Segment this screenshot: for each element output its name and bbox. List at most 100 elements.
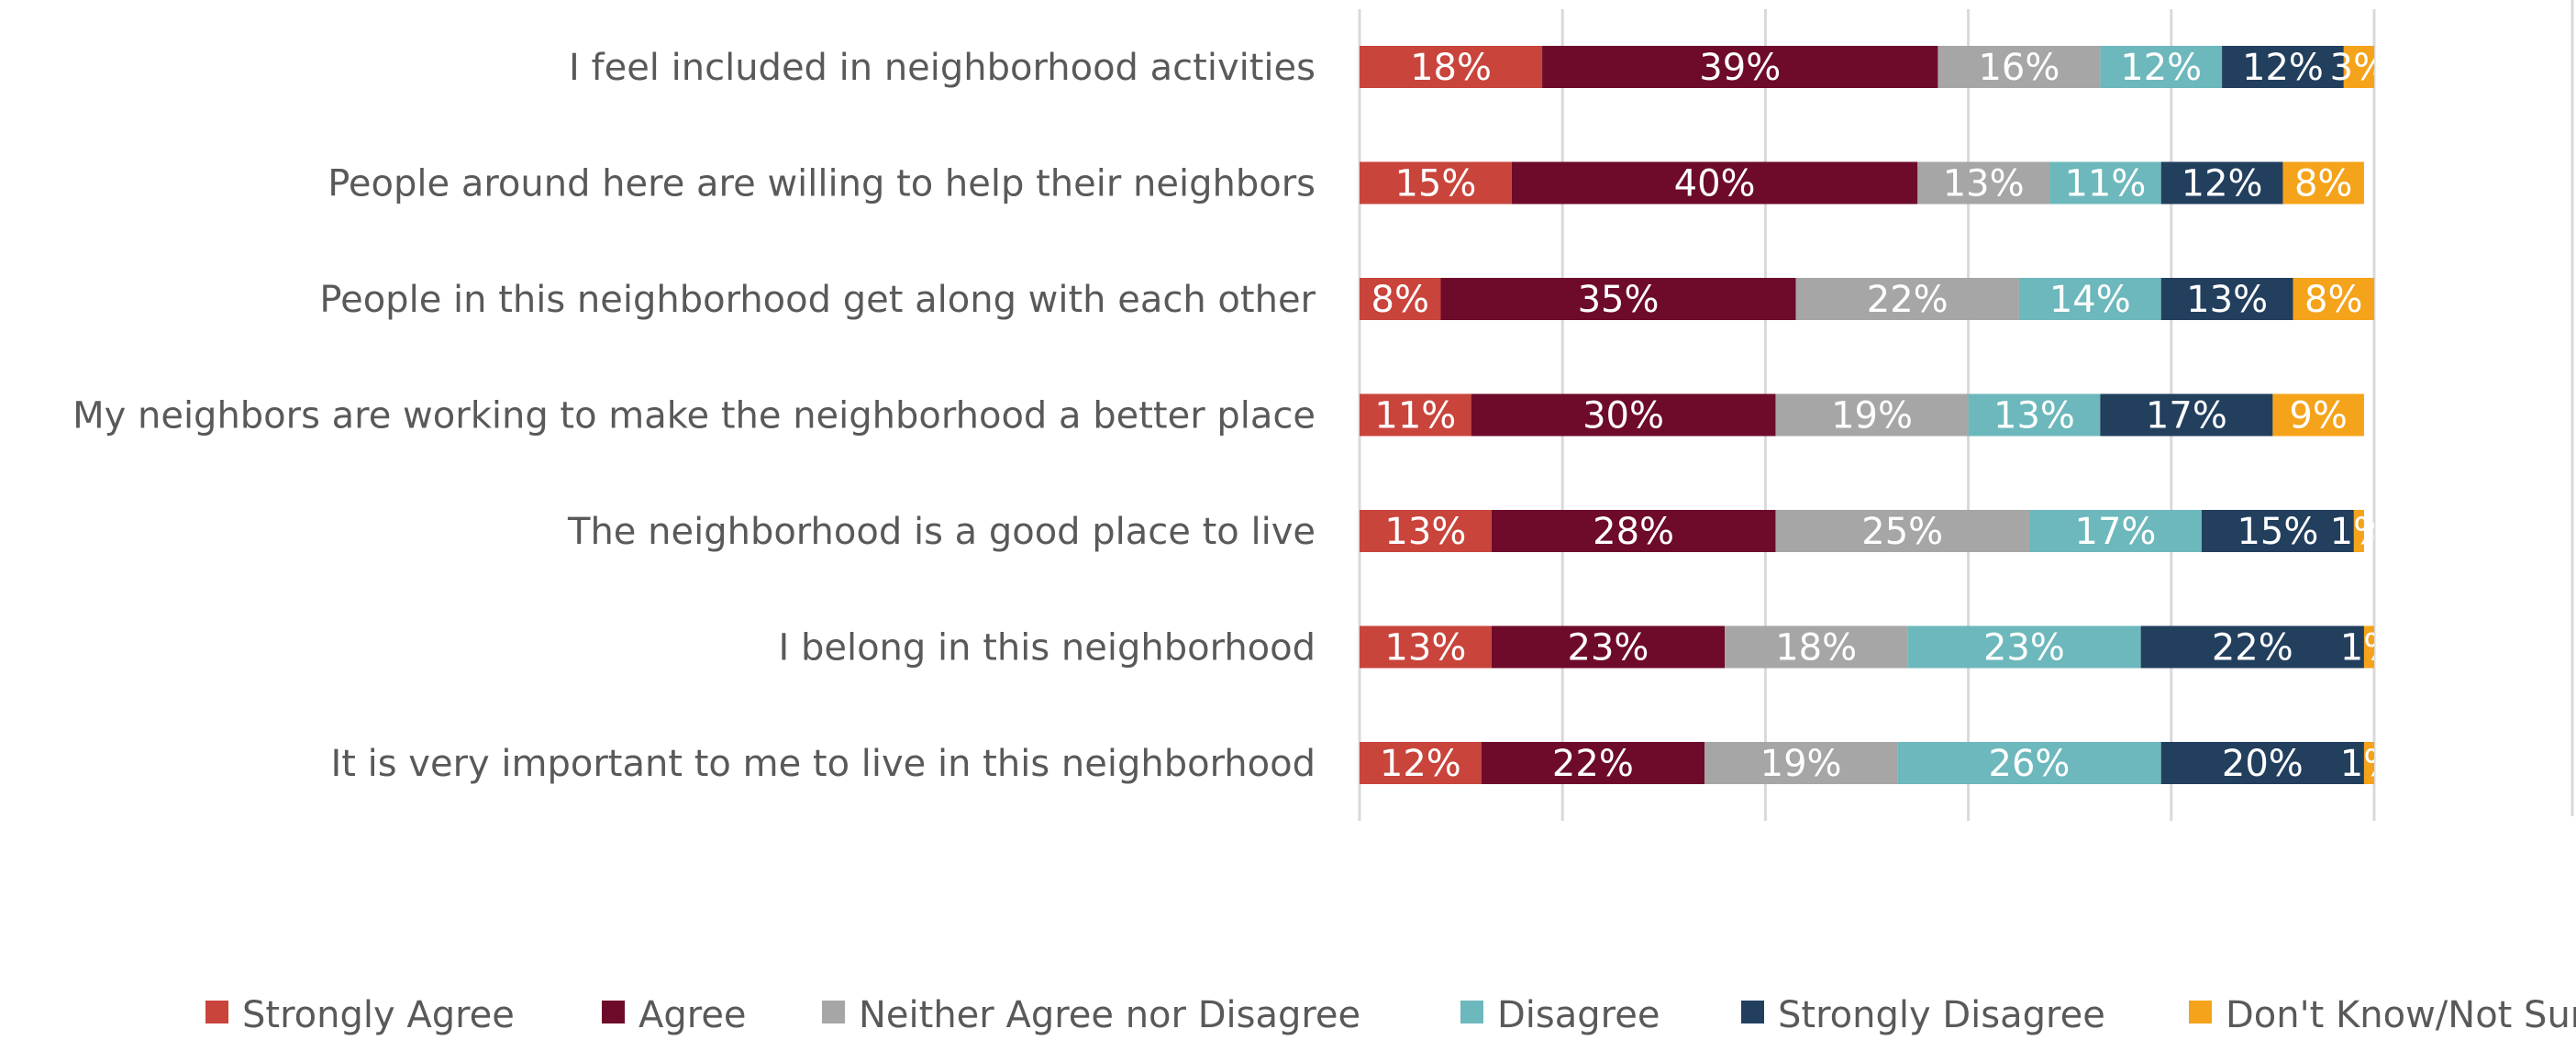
data-label: 25% bbox=[1861, 511, 1943, 553]
data-label: 12% bbox=[1380, 743, 1461, 785]
data-label: 17% bbox=[2075, 511, 2157, 553]
legend-label: Strongly Disagree bbox=[1778, 994, 2105, 1036]
data-label: 8% bbox=[2294, 163, 2352, 205]
legend-label: Neither Agree nor Disagree bbox=[859, 994, 1360, 1036]
legend-label: Agree bbox=[638, 994, 747, 1036]
data-label: 23% bbox=[1568, 627, 1649, 669]
data-label: 30% bbox=[1582, 395, 1664, 437]
data-label: 18% bbox=[1775, 627, 1857, 669]
bar-segment bbox=[2293, 278, 2374, 320]
data-label: 13% bbox=[1943, 163, 2025, 205]
data-label: 15% bbox=[2237, 511, 2318, 553]
legend-label: Strongly Agree bbox=[242, 994, 515, 1036]
data-label: 20% bbox=[2222, 743, 2304, 785]
bar-segment bbox=[1897, 742, 2161, 784]
data-label: 18% bbox=[1410, 47, 1492, 89]
data-label: 35% bbox=[1578, 279, 1660, 321]
category-label: People in this neighborhood get along wi… bbox=[319, 279, 1316, 321]
bar-segment bbox=[2028, 510, 2202, 552]
data-label: 39% bbox=[1699, 47, 1781, 89]
legend-swatch bbox=[602, 1001, 625, 1023]
data-label: 11% bbox=[1374, 395, 1456, 437]
bar-segment bbox=[2363, 742, 2374, 784]
data-label: 13% bbox=[1384, 627, 1466, 669]
bar-segment bbox=[1704, 742, 1898, 784]
data-label: 12% bbox=[2242, 47, 2324, 89]
data-label: 1% bbox=[2340, 627, 2398, 669]
data-label: 12% bbox=[2120, 47, 2202, 89]
bar-segment bbox=[1360, 510, 1492, 552]
data-label: 22% bbox=[1867, 279, 1949, 321]
data-label: 12% bbox=[2182, 163, 2263, 205]
bar-segment bbox=[1968, 393, 2101, 437]
category-label: It is very important to me to live in th… bbox=[330, 743, 1316, 785]
data-label: 16% bbox=[1978, 47, 2060, 89]
bar-segment bbox=[1491, 625, 1726, 669]
category-label: The neighborhood is a good place to live bbox=[567, 511, 1316, 553]
bar-segment bbox=[1775, 393, 1969, 437]
data-label: 11% bbox=[2064, 163, 2146, 205]
bar-segment bbox=[1440, 278, 1796, 320]
bar-segment bbox=[2343, 46, 2374, 88]
legend-swatch bbox=[1741, 1001, 1764, 1023]
legend-swatch bbox=[822, 1001, 845, 1023]
data-label: 14% bbox=[2049, 279, 2131, 321]
category-label: I feel included in neighborhood activiti… bbox=[569, 47, 1316, 89]
bar-segment bbox=[2018, 278, 2161, 320]
data-label: 13% bbox=[2186, 279, 2268, 321]
bar-segment bbox=[1481, 742, 1705, 784]
bar-segment bbox=[1360, 393, 1471, 437]
bar-segment bbox=[1775, 510, 2029, 552]
bar-segment bbox=[1938, 46, 2101, 88]
bar-segment bbox=[2160, 742, 2364, 784]
data-label: 9% bbox=[2289, 395, 2347, 437]
data-label: 13% bbox=[1384, 511, 1466, 553]
data-label: 1% bbox=[2340, 743, 2398, 785]
bar-segment bbox=[1542, 46, 1938, 88]
bar-segment bbox=[1360, 161, 1512, 205]
data-label: 19% bbox=[1760, 743, 1842, 785]
bar-segment bbox=[1511, 161, 1918, 205]
data-label: 13% bbox=[1993, 395, 2075, 437]
bar-segment bbox=[1907, 625, 2141, 669]
bar-segment bbox=[1360, 625, 1492, 669]
bar-segment bbox=[2272, 393, 2364, 437]
bar-segment bbox=[1471, 393, 1776, 437]
legend-swatch bbox=[1460, 1001, 1483, 1023]
bar-segment bbox=[2201, 510, 2354, 552]
bar-segment bbox=[1725, 625, 1908, 669]
bar-segment bbox=[2140, 625, 2364, 669]
data-label: 23% bbox=[1983, 627, 2065, 669]
bar-segment bbox=[1917, 161, 2050, 205]
legend-label: Don't Know/Not Sure bbox=[2226, 994, 2576, 1036]
data-label: 17% bbox=[2146, 395, 2227, 437]
bar-segments: 18% 39% 16% 12% 12% 3%15% 40% 13% 11% 12% 8%8% 35% 2… bbox=[1360, 46, 2398, 785]
data-label: 28% bbox=[1593, 511, 1674, 553]
category-labels: I feel included in neighborhood activiti… bbox=[72, 47, 1316, 785]
bar-segment bbox=[1360, 742, 1482, 784]
bar-segment bbox=[1491, 510, 1776, 552]
bar-segment bbox=[2160, 161, 2283, 205]
bar-segment bbox=[2049, 161, 2161, 205]
legend-label: Disagree bbox=[1497, 994, 1660, 1036]
data-label: 40% bbox=[1674, 163, 1756, 205]
bar-segment bbox=[1360, 278, 1441, 320]
bar-segment bbox=[2363, 625, 2374, 669]
data-label: 26% bbox=[1989, 743, 2071, 785]
data-label: 3% bbox=[2330, 47, 2388, 89]
legend-swatch bbox=[2189, 1001, 2212, 1023]
data-label: 8% bbox=[2304, 279, 2362, 321]
bar-segment bbox=[2100, 46, 2223, 88]
bar-segment bbox=[2160, 278, 2293, 320]
bar-segment bbox=[2353, 510, 2364, 552]
category-label: My neighbors are working to make the nei… bbox=[72, 395, 1316, 437]
bar-segment bbox=[2100, 393, 2273, 437]
category-label: People around here are willing to help t… bbox=[328, 163, 1316, 205]
category-label: I belong in this neighborhood bbox=[778, 627, 1316, 669]
data-label: 19% bbox=[1831, 395, 1913, 437]
bar-segment bbox=[1360, 46, 1543, 88]
legend: Strongly Agree Agree Neither Agree nor Dis… bbox=[205, 994, 2576, 1036]
data-label: 1% bbox=[2330, 511, 2388, 553]
bar-segment bbox=[2282, 161, 2364, 205]
